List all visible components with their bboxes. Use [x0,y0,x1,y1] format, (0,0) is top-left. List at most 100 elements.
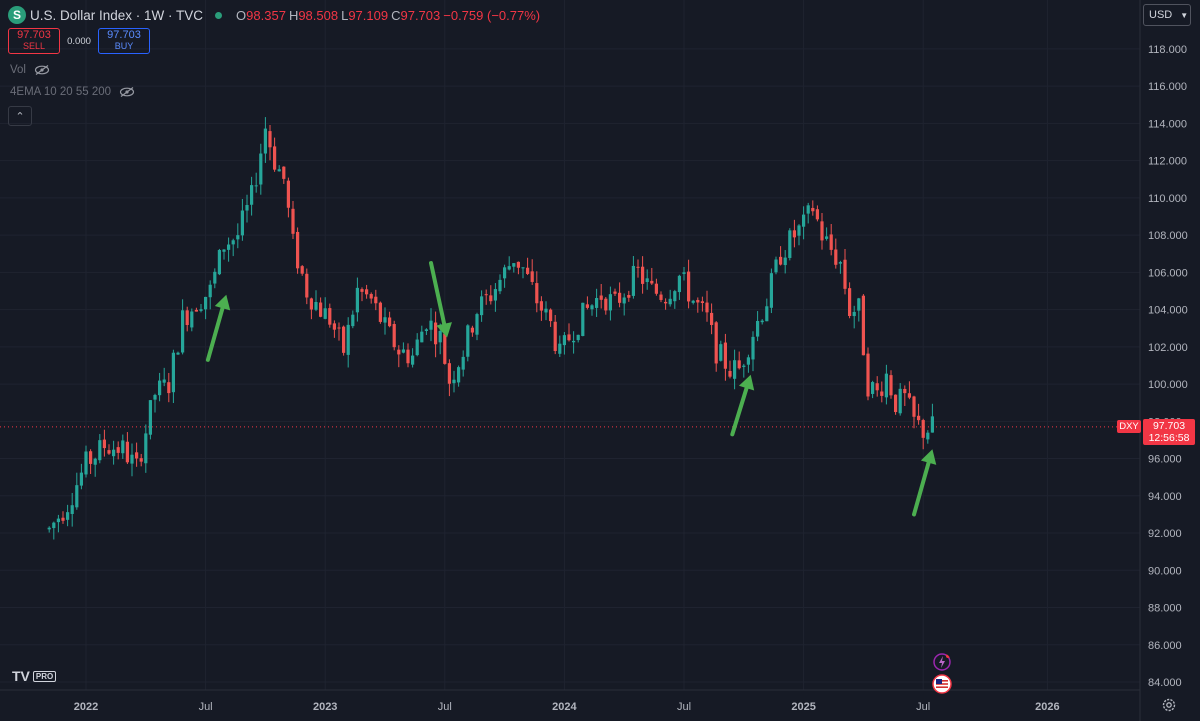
candle-body [98,440,102,461]
candle-body [250,185,254,205]
candle-body [190,311,194,328]
gear-icon[interactable] [1161,697,1177,713]
candle [779,246,783,266]
candle [558,335,562,358]
candle [89,449,93,474]
candle-body [857,298,861,311]
candle [714,321,718,372]
price-tick-label: 96.000 [1148,454,1182,466]
currency-selector[interactable]: USD ▼ [1143,4,1191,26]
candle [47,526,51,533]
candle-body [539,301,543,311]
buy-button[interactable]: 97.703 BUY [98,28,150,54]
candle-body [650,280,654,284]
candle-body [231,240,235,245]
price-tick-label: 90.000 [1148,565,1182,577]
candle [323,297,327,320]
candle [581,302,585,337]
candle-body [627,294,631,298]
candle [75,472,79,510]
candle-body [282,166,286,179]
candle-body [516,261,520,268]
symbol-title[interactable]: U.S. Dollar Index · 1W · TVC [30,7,204,23]
arrow-head [738,374,755,391]
candle-body [765,306,769,322]
candle-body [613,291,617,294]
candle [291,201,295,239]
candle [153,393,157,413]
candle [673,289,677,309]
candle-body [930,416,934,433]
candle-body [705,302,709,313]
candle [434,311,438,358]
candle [277,165,281,172]
candle-body [898,388,902,414]
candle [93,457,97,477]
candle-body [135,452,139,459]
candle [176,351,180,355]
time-tick-label: 2022 [74,701,98,713]
lightning-event-icon[interactable] [933,653,951,671]
candle-body [696,299,700,303]
candle [608,286,612,321]
time-tick-label: 2023 [313,701,337,713]
candle [273,137,277,172]
candle-body [498,279,502,292]
candle [774,256,778,275]
candle [107,444,111,455]
sell-price: 97.703 [17,29,51,41]
candle [512,263,516,273]
indicator-vol[interactable]: Vol [10,64,50,76]
candle-body [305,273,309,298]
arrow-head [436,322,452,338]
price-tick-label: 106.000 [1148,267,1188,279]
candle-body [710,312,714,325]
price-tick-label: 112.000 [1148,156,1187,168]
candle-body [553,321,557,351]
chevron-up-icon[interactable]: ⌃ [8,106,32,126]
candle [401,342,405,354]
candle [521,267,525,279]
candle-body [167,382,171,394]
candle [746,354,750,373]
price-tick-label: 116.000 [1148,81,1187,93]
candle [921,418,925,450]
indicator-vol-label: Vol [10,64,26,76]
candle-body [47,527,51,530]
candle-body [273,146,277,170]
candle-body [328,308,332,325]
candle-body [788,230,792,258]
price-tick-label: 92.000 [1148,528,1182,540]
candle [641,256,645,294]
candle [907,381,911,400]
indicator-ema[interactable]: 4EMA 10 20 55 200 [10,86,135,98]
candle [723,333,727,381]
candle-body [618,292,622,303]
candle-body [779,256,783,265]
candle-body [397,349,401,355]
sell-button[interactable]: 97.703 SELL [8,28,60,54]
candle [397,345,401,368]
last-price-value: 97.703 [1152,420,1186,432]
us-flag-event-icon[interactable] [932,674,952,694]
candle [880,381,884,403]
eye-off-icon[interactable] [119,87,135,97]
eye-off-icon[interactable] [34,65,50,75]
tradingview-logo[interactable]: TV PRO [12,668,57,684]
candle [70,492,74,527]
candle-body [631,265,635,296]
candle [677,274,681,300]
candle-body [171,352,175,393]
candle-body [852,311,856,317]
candle-body [806,205,810,214]
candle-body [774,259,778,273]
price-axis[interactable]: 84.000 86.000 88.000 90.000 92.000 94.000 96.0… [1139,0,1188,721]
candle [705,290,709,322]
time-axis[interactable]: 2022 Jul 2023 Jul 2024 Jul 2025 Jul 2026 [0,689,1140,713]
candle-body [300,266,304,274]
candle [875,376,879,397]
candle [457,365,461,387]
candle [737,351,741,370]
